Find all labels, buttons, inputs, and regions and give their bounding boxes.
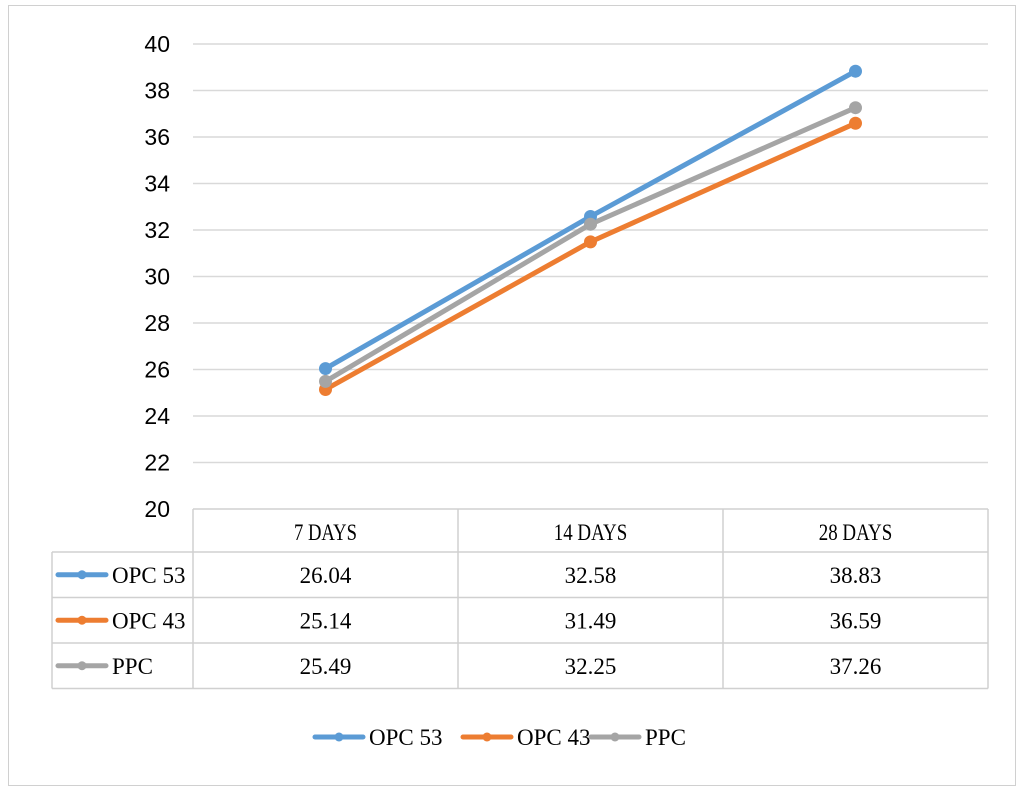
- legend-marker: [610, 732, 620, 742]
- table-value: 25.14: [300, 608, 352, 633]
- y-tick-label: 22: [144, 450, 170, 476]
- table-value: 31.49: [565, 608, 617, 633]
- y-tick-label: 32: [144, 217, 170, 243]
- table-value: 25.49: [300, 654, 352, 679]
- data-point: [849, 101, 862, 115]
- table-value: 32.58: [565, 563, 617, 588]
- table-legend-marker: [77, 661, 87, 671]
- table-series-label: OPC 43: [112, 608, 186, 633]
- data-point: [584, 235, 597, 249]
- legend-label: OPC 43: [517, 725, 591, 750]
- y-tick-label: 38: [144, 78, 170, 104]
- y-tick-label: 30: [144, 264, 170, 290]
- table-value: 38.83: [830, 563, 882, 588]
- table-value: 26.04: [300, 563, 352, 588]
- y-tick-label: 40: [144, 31, 170, 57]
- y-tick-label: 34: [144, 171, 170, 197]
- y-tick-label: 20: [144, 496, 170, 522]
- y-tick-label: 36: [144, 124, 170, 150]
- table-series-label: OPC 53: [112, 563, 186, 588]
- table-legend-marker: [77, 615, 87, 625]
- data-point: [319, 374, 332, 388]
- y-tick-label: 24: [144, 403, 170, 429]
- data-point: [319, 362, 332, 376]
- table-value: 37.26: [830, 654, 882, 679]
- legend-label: OPC 53: [369, 725, 443, 750]
- legend-label: PPC: [645, 725, 686, 750]
- data-point: [849, 116, 862, 130]
- table-value: 32.25: [565, 654, 617, 679]
- table-series-label: PPC: [112, 654, 153, 679]
- table-value: 36.59: [830, 608, 882, 633]
- legend-marker: [334, 732, 344, 742]
- chart-frame: [8, 5, 1016, 786]
- x-tick-label: 14 DAYS: [554, 520, 628, 545]
- series-line: [323, 120, 858, 392]
- data-point: [849, 64, 862, 78]
- data-point: [584, 217, 597, 231]
- legend-marker: [482, 732, 492, 742]
- y-tick-label: 26: [144, 357, 170, 383]
- y-tick-label: 28: [144, 310, 170, 336]
- table-legend-marker: [77, 570, 87, 580]
- x-tick-label: 28 DAYS: [819, 520, 893, 545]
- x-tick-label: 7 DAYS: [294, 520, 357, 545]
